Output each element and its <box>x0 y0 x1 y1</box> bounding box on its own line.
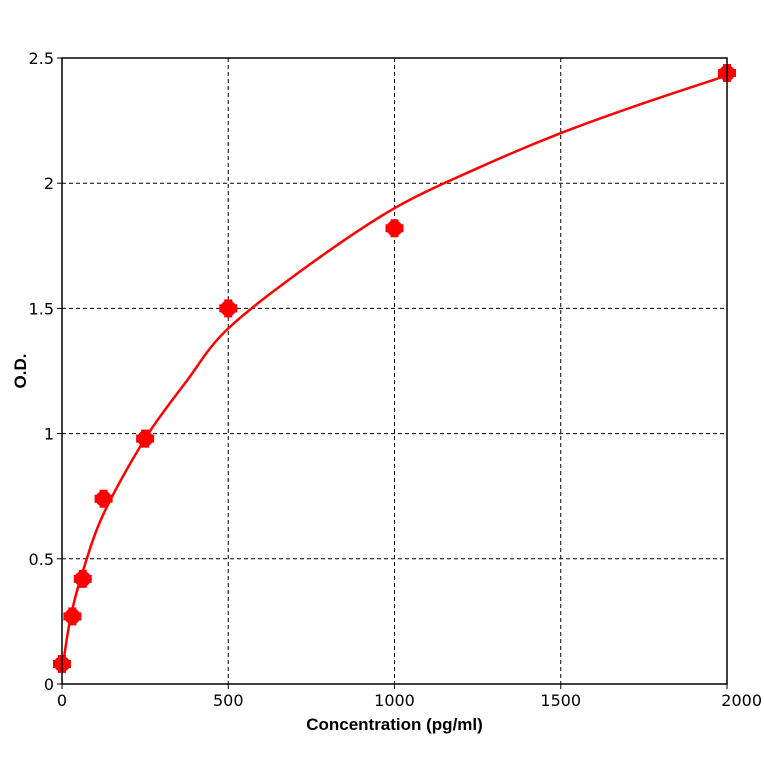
data-point <box>94 489 113 508</box>
x-tick-label: 500 <box>213 691 244 710</box>
data-point <box>136 429 155 448</box>
x-tick-label: 0 <box>57 691 67 710</box>
fitted-curve-layer <box>60 74 728 672</box>
data-point <box>219 299 238 318</box>
y-axis-title: O.D. <box>11 354 30 389</box>
data-point <box>385 219 404 238</box>
x-tick-label: 2000 <box>721 691 762 710</box>
y-axis-ticks: 0 0.5 1 1.5 2 2.5 <box>29 49 62 694</box>
fitted-curve <box>60 74 728 672</box>
y-tick-label: 1.5 <box>29 299 54 318</box>
data-point <box>73 569 92 588</box>
data-point <box>63 607 82 626</box>
y-tick-label: 0.5 <box>29 550 54 569</box>
x-axis-title: Concentration (pg/ml) <box>306 715 483 734</box>
y-tick-label: 2.5 <box>29 49 54 68</box>
grid <box>62 58 727 684</box>
y-tick-label: 2 <box>44 174 54 193</box>
x-tick-label: 1500 <box>540 691 581 710</box>
y-tick-label: 0 <box>44 675 54 694</box>
x-tick-label: 1000 <box>374 691 415 710</box>
y-tick-label: 1 <box>44 425 54 444</box>
x-axis-ticks: 0 500 1000 1500 2000 <box>57 684 762 710</box>
